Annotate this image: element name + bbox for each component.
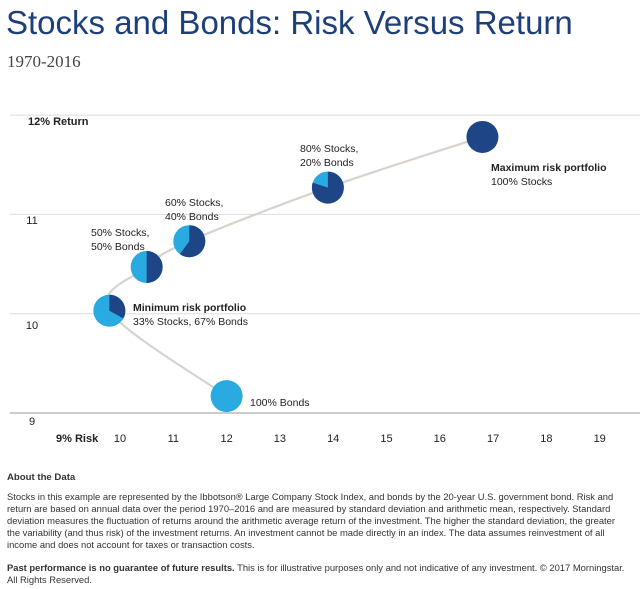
pie-stocks-slice bbox=[109, 294, 126, 319]
chart-title: Stocks and Bonds: Risk Versus Return bbox=[6, 4, 573, 41]
pie-base bbox=[210, 380, 243, 413]
x-tick-label: 17 bbox=[487, 433, 499, 445]
y-axis-label: 12% Return bbox=[28, 116, 89, 128]
portfolio-marker bbox=[466, 120, 499, 153]
y-tick-label: 11 bbox=[26, 215, 37, 227]
about-heading: About the Data bbox=[7, 472, 76, 483]
portfolio-marker bbox=[93, 294, 126, 327]
x-tick-label: 14 bbox=[327, 433, 339, 445]
portfolio-marker bbox=[210, 380, 243, 413]
x-tick-label: 12 bbox=[220, 433, 232, 445]
x-tick-label: 10 bbox=[114, 433, 126, 445]
x-tick-label: 15 bbox=[380, 433, 392, 445]
portfolio-marker bbox=[311, 171, 344, 204]
x-axis-label: 9% Risk bbox=[56, 433, 99, 445]
x-tick-label: 11 bbox=[168, 433, 179, 445]
point-sublabel: 20% Bonds bbox=[300, 157, 354, 169]
x-tick-label: 16 bbox=[434, 433, 446, 445]
disclaimer-text: This is for illustrative purposes only a… bbox=[7, 562, 625, 585]
pie-base bbox=[466, 120, 499, 153]
y-tick-label: 9 bbox=[29, 416, 35, 428]
pie-stocks-slice bbox=[311, 171, 344, 204]
portfolio-marker bbox=[130, 251, 163, 284]
about-text: Stocks in this example are represented b… bbox=[7, 491, 615, 550]
pie-stocks-slice bbox=[146, 251, 163, 284]
point-label: 60% Stocks, bbox=[165, 197, 223, 209]
risk-return-chart: 12% Return 11 10 9 9% Risk 10 11 12 13 14 15 16 17 18… bbox=[10, 114, 640, 445]
chart-subtitle: 1970-2016 bbox=[7, 52, 81, 71]
point-sublabel: 40% Bonds bbox=[165, 211, 219, 223]
x-tick-label: 13 bbox=[274, 433, 286, 445]
y-tick-label: 10 bbox=[26, 320, 38, 332]
point-label: Maximum risk portfolio bbox=[491, 162, 607, 174]
disclaimer: Past performance is no guarantee of futu… bbox=[7, 562, 630, 586]
point-label: Minimum risk portfolio bbox=[133, 302, 246, 314]
x-tick-label: 18 bbox=[540, 433, 552, 445]
point-sublabel: 33% Stocks, 67% Bonds bbox=[133, 316, 248, 328]
disclaimer-bold: Past performance is no guarantee of futu… bbox=[7, 562, 235, 573]
x-tick-label: 19 bbox=[594, 433, 606, 445]
point-sublabel: 100% Stocks bbox=[491, 176, 552, 188]
point-sublabel: 50% Bonds bbox=[91, 241, 145, 253]
point-label: 100% Bonds bbox=[250, 397, 310, 409]
pie-stocks-slice bbox=[179, 225, 206, 258]
portfolio-marker bbox=[173, 225, 206, 258]
point-label: 80% Stocks, bbox=[300, 143, 358, 155]
point-label: 50% Stocks, bbox=[91, 227, 149, 239]
frontier-curve bbox=[105, 135, 483, 398]
